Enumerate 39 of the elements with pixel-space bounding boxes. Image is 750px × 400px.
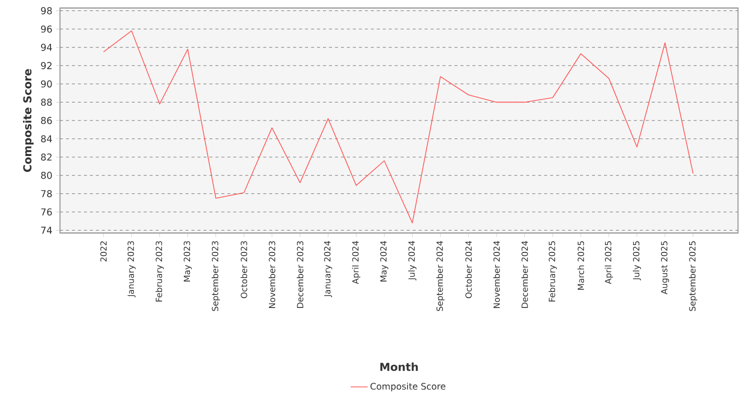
- y-tick-label: 76: [41, 208, 52, 216]
- x-tick-label: January 2024: [324, 241, 332, 298]
- x-tick-label: November 2023: [268, 241, 276, 308]
- y-tick-label: 82: [41, 154, 52, 161]
- x-tick-label: July 2024: [408, 241, 416, 280]
- line-series: [103, 30, 694, 224]
- x-tick-label: April 2025: [604, 241, 613, 284]
- x-tick-label: January 2023: [128, 241, 136, 298]
- y-tick-label: 98: [41, 7, 52, 14]
- x-tick-label: July 2025: [632, 241, 642, 280]
- x-tick-label: October 2023: [240, 241, 248, 298]
- x-tick-label: February 2023: [156, 241, 164, 302]
- x-tick-label: May 2024: [380, 241, 388, 282]
- y-tick-label: 86: [41, 116, 52, 124]
- x-tick-label: September 2023: [212, 241, 220, 312]
- x-tick-label: December 2023: [296, 241, 304, 308]
- legend-label: Composite Score: [370, 382, 446, 392]
- y-tick-label: 80: [41, 172, 52, 179]
- x-tick-label: May 2023: [184, 241, 192, 282]
- y-tick-label: 88: [41, 98, 52, 106]
- y-tick-label: 90: [41, 80, 52, 88]
- x-tick-label: August 2025: [660, 241, 670, 294]
- y-axis-title: Composite Score: [22, 69, 34, 172]
- y-tick-label: 84: [41, 135, 52, 142]
- x-tick-label: September 2025: [688, 241, 698, 312]
- x-tick-label: 2022: [100, 241, 107, 262]
- x-tick-label: April 2024: [352, 241, 360, 284]
- x-tick-label: February 2025: [548, 241, 557, 302]
- x-tick-label: October 2024: [465, 241, 472, 298]
- y-tick-label: 92: [41, 62, 52, 70]
- y-tick-label: 94: [41, 44, 52, 51]
- x-tick-label: December 2024: [521, 241, 528, 308]
- x-axis-title: Month: [380, 362, 418, 372]
- x-tick-label: March 2025: [578, 241, 584, 290]
- y-tick-label: 96: [41, 25, 52, 33]
- x-tick-label: November 2024: [493, 241, 500, 308]
- y-tick-label: 74: [41, 226, 52, 234]
- y-tick-label: 78: [41, 190, 52, 198]
- x-tick-label: September 2024: [436, 241, 445, 312]
